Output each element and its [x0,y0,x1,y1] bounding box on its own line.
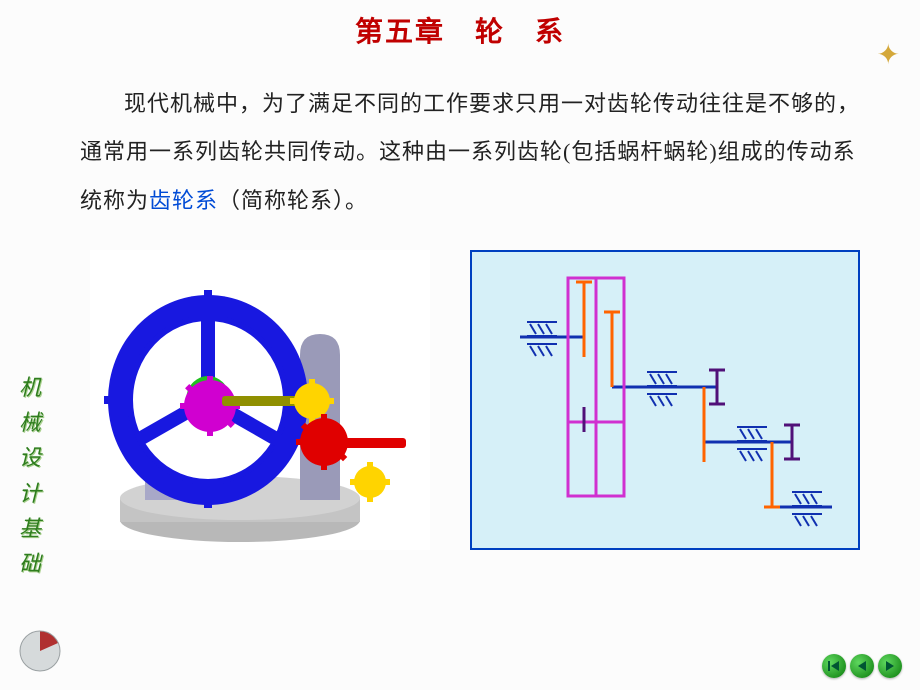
intro-highlight: 齿轮系 [149,188,218,213]
star-decoration-icon: ✦ [877,38,900,72]
intro-paragraph: 现代机械中，为了满足不同的工作要求只用一对齿轮传动往往是不够的，通常用一系列齿轮… [0,50,920,225]
gear-3d-figure [90,250,430,550]
nav-button-group [822,654,902,678]
nav-prev-button[interactable] [850,654,874,678]
chapter-title: 第五章 轮 系 [0,0,920,50]
figure-row [0,225,920,550]
nav-next-button[interactable] [878,654,902,678]
nav-first-button[interactable] [822,654,846,678]
gear-schematic-figure [470,250,860,550]
timer-pie-icon [18,629,62,678]
side-course-label: 机械设计基础 [18,370,42,581]
intro-text-2: （简称轮系）。 [218,188,368,213]
